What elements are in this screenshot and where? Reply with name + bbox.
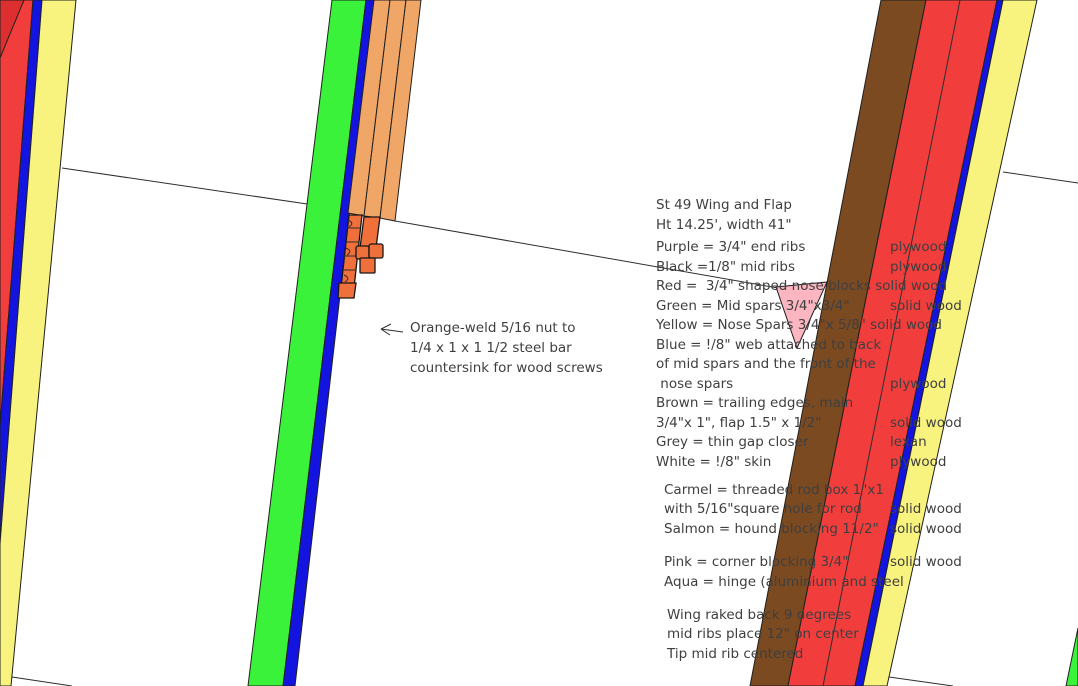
note-leader-arrow-icon: [380, 323, 404, 336]
material-label: plywood: [890, 454, 947, 470]
material-label: solid wood: [890, 501, 962, 517]
material-label: solid wood: [890, 298, 962, 314]
material-label: solid wood: [890, 554, 962, 570]
legend-row-aqua: Aqua = hinge (aluminium and steel: [664, 574, 904, 590]
orange-nut-left: [355, 245, 370, 260]
left-nose-spar-yellow: [0, 0, 77, 686]
orange-nut-right: [368, 243, 384, 259]
right-red-divider: [822, 0, 961, 686]
material-label: solid wood: [890, 521, 962, 537]
legend-row-brown: Brown = trailing edges, main: [656, 395, 854, 411]
right-web-blue: [854, 0, 1004, 686]
legend-row-grey: Grey = thin gap closer lexan: [656, 434, 927, 450]
legend-row-nose-spars: nose spars plywood: [656, 376, 947, 392]
corner-green-spar: [1065, 627, 1078, 686]
legend-row-pink: Pink = corner blocking 3/4" solid wood: [664, 554, 962, 570]
note-tip-rib: Tip mid rib centered: [667, 646, 804, 662]
material-label: plywood: [890, 259, 947, 275]
legend-row-purple: Purple = 3/4" end ribs plywood: [656, 239, 947, 255]
material-label: plywood: [890, 376, 947, 392]
material-label: plywood: [890, 239, 947, 255]
material-label: lexan: [890, 434, 927, 450]
rib-line-left-upper: [61, 167, 315, 206]
material-label: solid wood: [890, 415, 962, 431]
weld-note-line-2: 1/4 x 1 x 1 1/2 steel bar: [410, 340, 572, 356]
legend-row-yellow: Yellow = Nose Spars 3/4"x 5/8" solid woo…: [656, 317, 942, 333]
mid-spar-green: [247, 0, 367, 686]
orange-block-bottom: [337, 282, 357, 299]
note-rib-spacing: mid ribs place 12" on center: [667, 626, 859, 642]
legend-row-carmel-cont: with 5/16"square hole for rod solid wood: [664, 501, 962, 517]
trailing-edge-brown: [749, 0, 927, 686]
legend-row-green: Green = Mid spars 3/4"x3/4" solid wood: [656, 298, 962, 314]
legend-row-white: White = !/8" skin plywood: [656, 454, 947, 470]
pink-corner-blocking: [775, 281, 828, 350]
legend-row-brown-cont: 3/4"x 1", flap 1.5" x 1/2" solid wood: [656, 415, 962, 431]
legend-row-red: Red = 3/4" shaped nose blocks solid wood: [656, 278, 948, 294]
rib-line-right-lower: [888, 676, 954, 686]
legend-row-blue-cont: of mid spars and the front of the: [656, 356, 876, 372]
weld-note-line-3: countersink for wood screws: [410, 360, 603, 376]
tan-column-3: [379, 0, 422, 222]
rib-line-left-lower: [11, 676, 73, 686]
orange-block-lower: [359, 257, 376, 274]
weld-note-line-1: Orange-weld 5/16 nut to: [410, 320, 576, 336]
left-nose-block-red-dark: [0, 0, 25, 59]
legend-row-blue: Blue = !/8" web attached to back: [656, 337, 882, 353]
legend-title: St 49 Wing and Flap: [656, 197, 792, 213]
right-nose-blocks-red: [787, 0, 998, 686]
mid-web-blue: [282, 0, 375, 686]
note-wing-rake: Wing raked back 9 degrees: [667, 607, 852, 623]
rib-line-mid-upper: [394, 220, 779, 289]
legend-row-carmel: Carmel = threaded rod box 1"x1: [664, 482, 884, 498]
legend-row-black: Black =1/8" mid ribs plywood: [656, 259, 947, 275]
legend-row-salmon: Salmon = hound blocking 11/2" solid wood: [664, 521, 962, 537]
rib-line-right-upper: [1002, 171, 1078, 184]
right-nose-spar-yellow: [862, 0, 1038, 686]
legend-dimensions: Ht 14.25', width 41": [656, 217, 792, 233]
